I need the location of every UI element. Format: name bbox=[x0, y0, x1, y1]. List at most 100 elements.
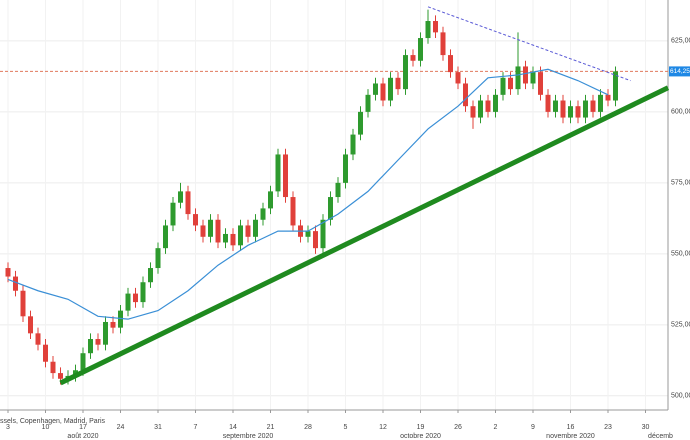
candle-body bbox=[418, 38, 423, 61]
month-label: décemb bbox=[648, 433, 673, 440]
candle-body bbox=[313, 231, 318, 249]
candle-body bbox=[373, 83, 378, 95]
x-tick-label: 16 bbox=[567, 424, 575, 431]
x-tick-label: 28 bbox=[304, 424, 312, 431]
y-tick-label: 500,00 bbox=[671, 393, 690, 400]
candle-body bbox=[88, 339, 93, 354]
candle-body bbox=[125, 293, 131, 311]
candle-body bbox=[80, 353, 86, 371]
candle-body bbox=[320, 219, 326, 249]
candle-body bbox=[433, 21, 438, 33]
candle-body bbox=[110, 321, 116, 328]
candle-body bbox=[568, 106, 573, 118]
candle-body bbox=[493, 94, 498, 112]
x-tick-label: 7 bbox=[194, 424, 198, 431]
candle-body bbox=[485, 100, 491, 112]
x-tick-label: 19 bbox=[417, 424, 425, 431]
candle-body bbox=[230, 233, 236, 246]
candle-body bbox=[95, 339, 101, 345]
candle-body bbox=[560, 100, 566, 118]
candle-body bbox=[20, 290, 26, 317]
candle-body bbox=[575, 106, 581, 118]
x-tick-label: 12 bbox=[379, 424, 387, 431]
month-label: novembre 2020 bbox=[546, 433, 595, 440]
candle-body bbox=[305, 231, 311, 237]
candle-body bbox=[613, 71, 618, 101]
candle-body bbox=[170, 202, 176, 226]
candle-body bbox=[395, 77, 401, 90]
month-label: octobre 2020 bbox=[400, 433, 441, 440]
candle-body bbox=[440, 32, 446, 56]
candle-body bbox=[538, 72, 543, 95]
moving-average bbox=[7, 68, 609, 320]
candle-body bbox=[328, 197, 333, 220]
candle-body bbox=[335, 182, 341, 198]
candle-body bbox=[448, 55, 453, 73]
x-tick-label: 5 bbox=[344, 424, 348, 431]
candle-body bbox=[245, 225, 251, 237]
candle-body bbox=[163, 225, 168, 249]
candle-body bbox=[410, 55, 416, 61]
candle-body bbox=[530, 72, 536, 84]
price-label: 614,25 bbox=[670, 68, 690, 75]
x-tick-label: 24 bbox=[117, 424, 125, 431]
candle-body bbox=[515, 66, 521, 90]
candle-body bbox=[470, 106, 476, 118]
y-tick-label: 600,00 bbox=[671, 109, 690, 116]
candle-body bbox=[5, 268, 11, 277]
x-tick-label: 2 bbox=[494, 424, 498, 431]
y-tick-label: 550,00 bbox=[671, 251, 690, 258]
candle-body bbox=[455, 72, 461, 84]
candle-body bbox=[343, 154, 348, 183]
trendline bbox=[427, 6, 631, 82]
candle-body bbox=[500, 77, 506, 95]
candle-body bbox=[200, 225, 206, 237]
candle-body bbox=[238, 225, 243, 246]
x-tick-label: 21 bbox=[267, 424, 275, 431]
month-label: août 2020 bbox=[67, 433, 98, 440]
candle-body bbox=[103, 321, 108, 345]
candle-body bbox=[268, 191, 273, 209]
candle-body bbox=[185, 191, 191, 215]
candle-body bbox=[118, 310, 123, 328]
x-tick-label: 23 bbox=[604, 424, 612, 431]
price-label-box bbox=[669, 66, 690, 77]
candle-body bbox=[178, 191, 183, 203]
x-tick-label: 26 bbox=[454, 424, 462, 431]
candle-body bbox=[13, 276, 18, 291]
candle-body bbox=[133, 293, 138, 303]
trendline bbox=[59, 85, 670, 386]
source-note: ssels, Copenhagen, Madrid, Paris bbox=[0, 418, 106, 425]
candle-body bbox=[365, 94, 371, 112]
candle-body bbox=[403, 55, 408, 90]
month-label: septembre 2020 bbox=[223, 433, 274, 440]
candle-body bbox=[215, 219, 221, 243]
candle-body bbox=[545, 94, 551, 112]
x-tick-label: 31 bbox=[154, 424, 162, 431]
candle-body bbox=[43, 344, 48, 362]
candle-body bbox=[140, 282, 146, 303]
candle-body bbox=[275, 154, 281, 192]
candle-body bbox=[553, 100, 558, 112]
y-tick-label: 525,00 bbox=[671, 322, 690, 329]
candle-body bbox=[388, 77, 393, 101]
x-tick-label: 17 bbox=[79, 424, 87, 431]
candle-body bbox=[28, 316, 33, 334]
candle-body bbox=[193, 214, 198, 226]
candle-body bbox=[508, 77, 513, 90]
candle-body bbox=[283, 154, 288, 198]
candle-body bbox=[425, 21, 431, 39]
x-tick-label: 30 bbox=[642, 424, 650, 431]
candle-body bbox=[605, 94, 611, 101]
y-tick-label: 575,00 bbox=[671, 180, 690, 187]
candle-body bbox=[598, 94, 603, 112]
candle-body bbox=[463, 83, 468, 107]
candle-body bbox=[590, 100, 596, 112]
candle-body bbox=[148, 268, 153, 283]
candle-body bbox=[50, 361, 56, 374]
candle-body bbox=[380, 83, 386, 101]
candle-body bbox=[208, 219, 213, 237]
candle-body bbox=[260, 208, 266, 220]
candle-body bbox=[58, 373, 63, 379]
